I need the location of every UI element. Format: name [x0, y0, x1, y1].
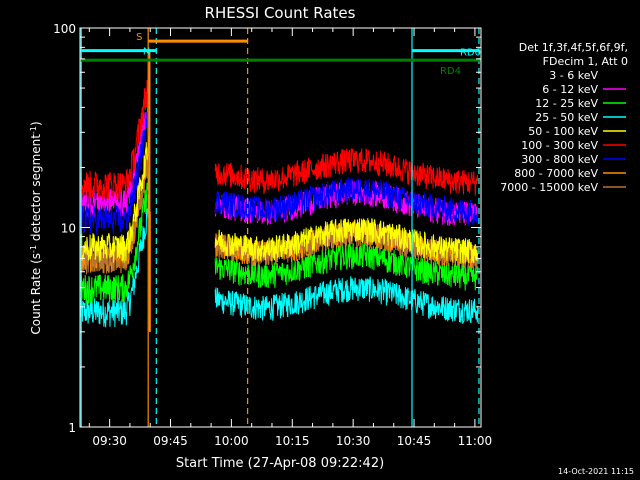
legend-label-8: 800 - 7000 keV — [514, 167, 598, 180]
x-tick-label: 11:00 — [458, 434, 493, 448]
legend-label-4: 25 - 50 keV — [535, 111, 598, 124]
x-tick-label: 10:45 — [397, 434, 432, 448]
legend-header-line-2: FDecim 1, Att 0 — [543, 55, 628, 68]
series-line-4 — [80, 194, 479, 328]
axis-layer: 09:30 09:45 10:00 10:15 10:30 10:45 11:00 1 10 10… — [53, 22, 492, 448]
flag-label-rd4: RD4 — [440, 66, 461, 77]
y-axis-label: Count Rate (s-1 detector segment-1) — [29, 121, 44, 334]
x-tick-label: 09:30 — [92, 434, 127, 448]
y-label-part-1: Count Rate (s — [29, 253, 43, 335]
legend-label-7: 300 - 800 keV — [521, 153, 598, 166]
x-tick-label: 10:15 — [275, 434, 310, 448]
generation-timestamp: 14-Oct-2021 11:15 — [558, 467, 634, 476]
x-tick-label: 10:00 — [214, 434, 249, 448]
legend-label-9: 7000 - 15000 keV — [500, 181, 598, 194]
y-label-part-3: ) — [29, 121, 43, 126]
series-line-9 — [80, 136, 479, 275]
y-label-exponent-2: -1 — [29, 126, 38, 134]
flag-label-n: N — [143, 47, 150, 58]
series-line-3 — [80, 166, 479, 304]
x-tick-label: 10:30 — [336, 434, 371, 448]
y-tick-label: 10 — [61, 222, 76, 236]
y-tick-label: 1 — [68, 421, 76, 435]
legend-label-2: 6 - 12 keV — [542, 83, 598, 96]
y-tick-label: 100 — [53, 22, 76, 36]
y-label-part-2: detector segment — [29, 134, 43, 245]
legend: Det 1f,3f,4f,5f,6f,9f, FDecim 1, Att 0 3… — [500, 41, 628, 194]
flag-label-s: S — [136, 32, 142, 43]
flag-overlay-layer: SN RD0 RD4 — [80, 28, 481, 427]
series-line-6 — [80, 63, 479, 201]
x-axis-label: Start Time (27-Apr-08 09:22:42) — [176, 456, 384, 471]
flag-label-rd0: RD0 — [460, 48, 481, 59]
legend-label-1: 3 - 6 keV — [549, 69, 598, 82]
series-layer — [80, 63, 479, 328]
legend-header-line-1: Det 1f,3f,4f,5f,6f,9f, — [519, 41, 628, 54]
y-label-exponent-1: -1 — [29, 245, 38, 253]
x-tick-label: 09:45 — [153, 434, 188, 448]
series-line-7 — [80, 111, 479, 236]
legend-label-3: 12 - 25 keV — [535, 97, 598, 110]
legend-label-5: 50 - 100 keV — [528, 125, 598, 138]
legend-label-6: 100 - 300 keV — [521, 139, 598, 152]
chart-title: RHESSI Count Rates — [205, 4, 356, 22]
